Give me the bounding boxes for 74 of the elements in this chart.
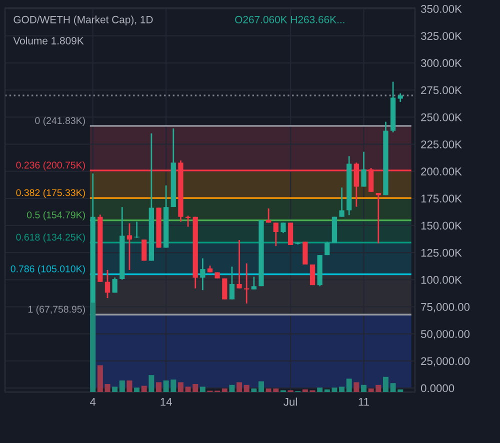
y-tick-label: 25,000.00 — [421, 357, 470, 366]
candlestick — [229, 266, 235, 300]
candlestick — [200, 258, 206, 291]
candlestick — [361, 151, 366, 188]
bar — [141, 386, 147, 392]
y-tick-label: 325.00K — [420, 32, 462, 40]
bar — [382, 376, 388, 392]
bar — [200, 386, 206, 392]
candlestick — [324, 241, 330, 256]
bar — [119, 380, 125, 392]
bar — [178, 382, 184, 392]
y-tick-label: 100.00K — [421, 276, 462, 284]
ref-line-label: 1 (67,758.95) — [28, 306, 85, 315]
bar — [134, 388, 140, 392]
y-tick-label: 200.00K — [421, 168, 462, 176]
bar — [346, 378, 352, 392]
ref-line-label: 0 (241.83K) — [35, 116, 85, 126]
y-tick-label: 75,000.00 — [421, 303, 470, 312]
bar — [361, 384, 366, 392]
candlestick — [376, 192, 381, 244]
ref-line-label: 0.382 (175.33K) — [16, 188, 85, 198]
candlestick — [339, 186, 344, 218]
bar — [236, 382, 242, 392]
bar — [148, 375, 154, 392]
candlestick — [288, 222, 294, 246]
candlestick — [126, 222, 132, 271]
y-tick-label: 225.00K — [421, 140, 462, 148]
ref-line-label: 0.618 (134.25K) — [16, 233, 85, 243]
bar — [112, 386, 118, 392]
candlestick — [244, 262, 250, 304]
bar — [317, 388, 323, 392]
bar — [229, 384, 235, 392]
y-tick-label: 350.00K — [420, 5, 462, 13]
x-tick-label: Jul — [284, 398, 297, 406]
ref-line-label: 0.786 (105.010K) — [10, 265, 85, 274]
y-tick-label: 50,000.00 — [421, 330, 470, 340]
candlestick — [222, 278, 228, 300]
candlestick — [302, 241, 308, 266]
x-tick-label: 11 — [358, 398, 369, 406]
candlestick — [104, 269, 110, 299]
candlestick — [112, 276, 118, 294]
y-tick-label: 250.00K — [421, 113, 462, 122]
bar — [339, 386, 345, 392]
bar — [354, 382, 360, 392]
bar — [104, 384, 110, 392]
candlestick — [266, 208, 272, 224]
ref-line-label: 0.236 (200.75K) — [16, 161, 85, 170]
bar — [244, 384, 250, 392]
y-tick-label: 0.0000 — [420, 384, 454, 392]
bar — [222, 388, 228, 392]
x-tick-label: 4 — [90, 398, 96, 406]
candlestick — [280, 222, 286, 234]
y-tick-label: 175.00K — [421, 194, 462, 203]
candlestick — [236, 239, 242, 290]
y-tick-label: 150.00K — [421, 222, 462, 230]
x-tick-label: 14 — [160, 398, 172, 406]
bar — [302, 389, 308, 392]
candlestick — [185, 215, 191, 228]
bar — [156, 382, 162, 392]
candlestick — [142, 238, 147, 262]
bar — [258, 381, 264, 392]
y-tick-label: 125.00K — [421, 248, 462, 257]
y-tick-label: 300.00K — [420, 59, 462, 68]
bar — [251, 388, 257, 392]
text: GOD/WETH (Market Cap), 1D — [14, 16, 153, 26]
candlestick — [273, 222, 278, 247]
bar — [97, 365, 103, 392]
chart-title: Volume 1.809K — [13, 36, 84, 44]
bar — [126, 380, 132, 392]
text: O267.060K H263.66K... — [235, 16, 344, 24]
ref-line-label: 0.5 (154.79K) — [27, 211, 85, 220]
candlestick — [310, 264, 316, 286]
y-tick-label: 275.00K — [421, 86, 462, 94]
candlestick — [251, 276, 256, 290]
